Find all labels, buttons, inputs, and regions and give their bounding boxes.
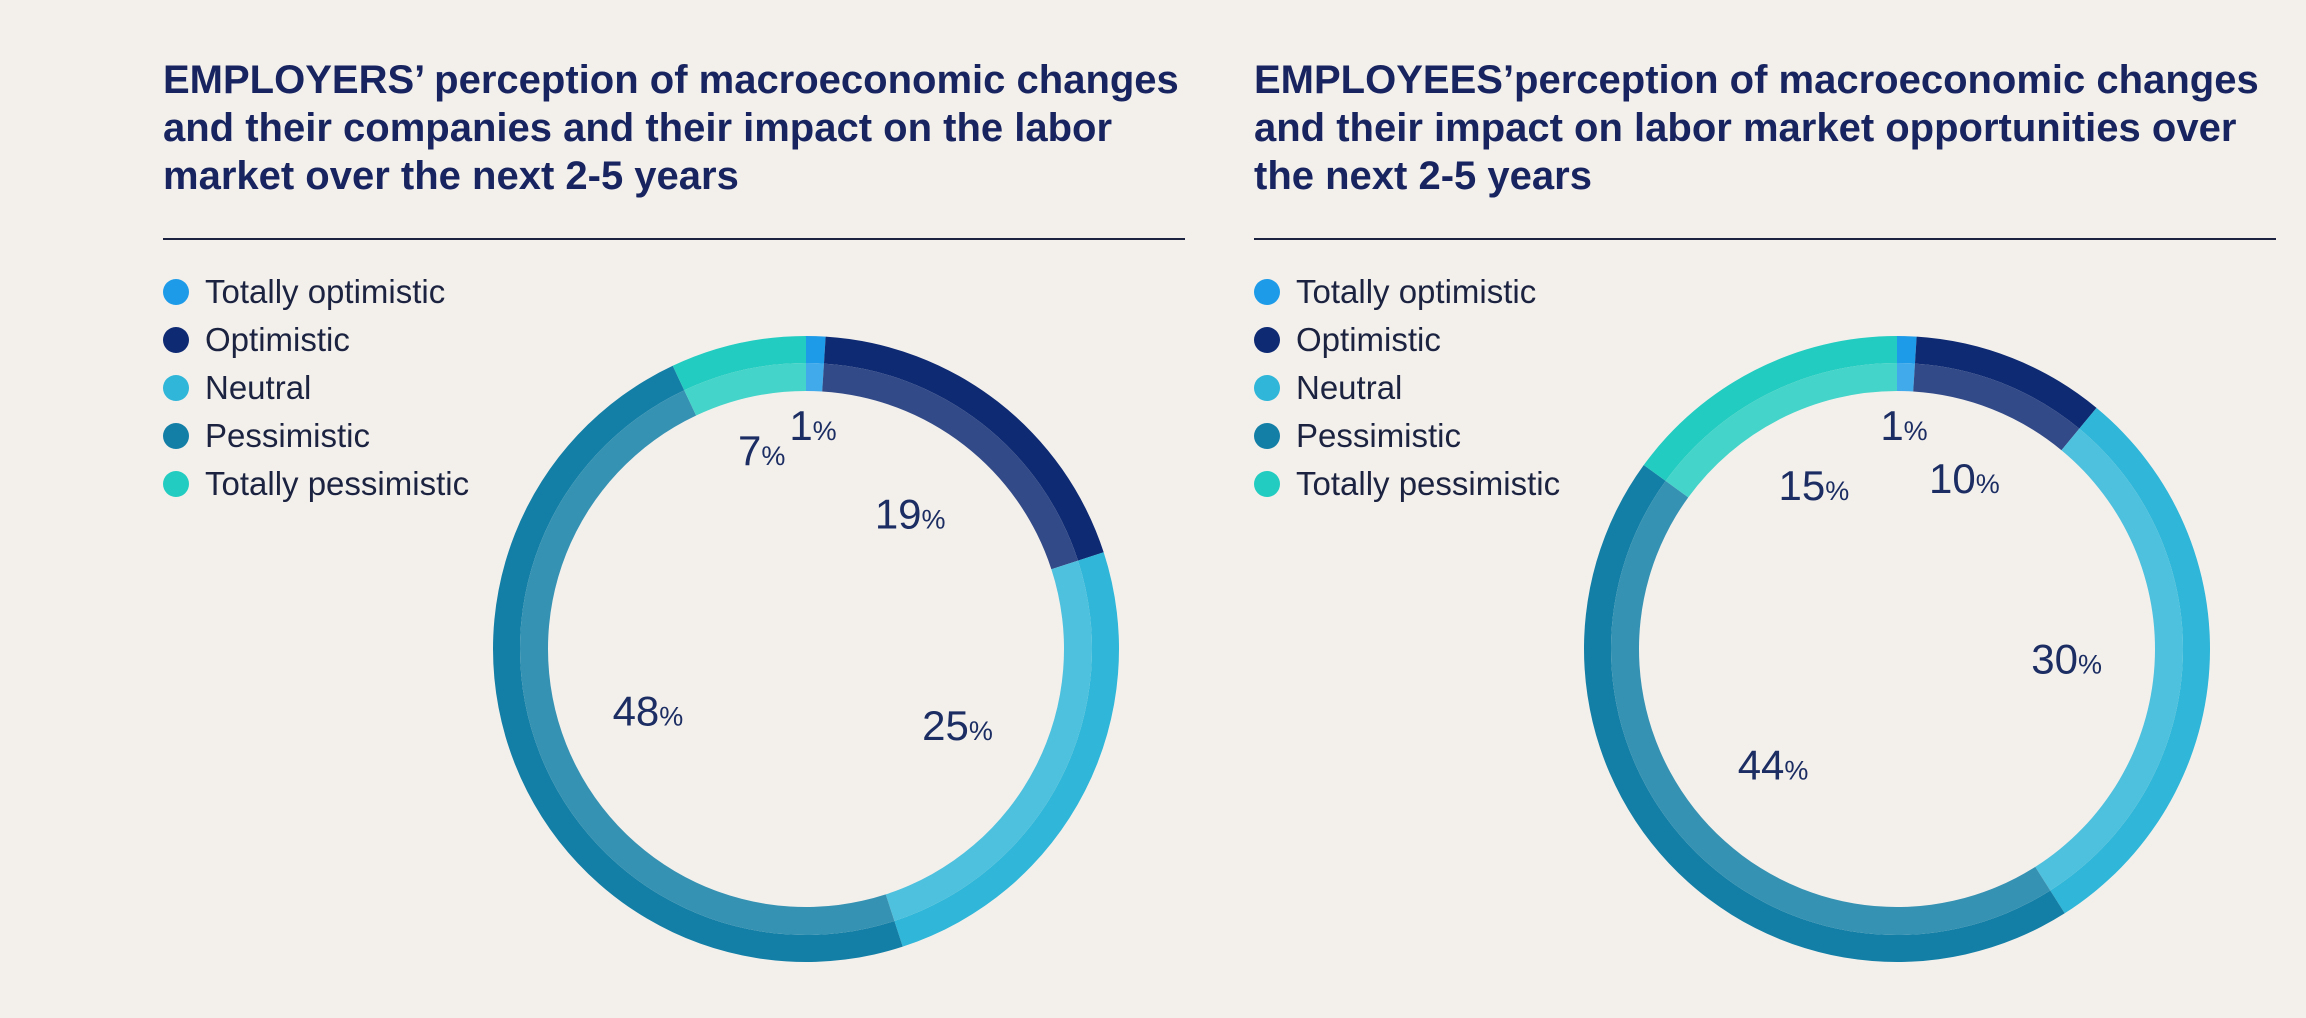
- slice-value-label: 1%: [1880, 402, 1927, 449]
- donut-slice: [1584, 465, 2065, 962]
- chart-legend: Totally optimistic Optimistic Neutral Pessi…: [1254, 268, 1560, 508]
- legend-item: Optimistic: [1254, 316, 1560, 364]
- slice-inner-ring: [822, 363, 1079, 570]
- title-divider: [163, 238, 1185, 240]
- slice-value-label: 25%: [922, 702, 993, 749]
- legend-swatch: [163, 327, 189, 353]
- slice-outer-ring: [2050, 407, 2210, 914]
- slice-value-label: 10%: [1929, 455, 2000, 502]
- employers-chart-panel: EMPLOYERS’ perception of macroeconomic c…: [163, 0, 1213, 1018]
- legend-swatch: [163, 375, 189, 401]
- legend-swatch: [1254, 423, 1280, 449]
- donut-slice: [493, 365, 903, 962]
- donut-slice: [672, 336, 806, 416]
- legend-label: Pessimistic: [205, 417, 371, 454]
- legend-item: Neutral: [163, 364, 469, 412]
- donut-slice: [822, 336, 1104, 570]
- donut-chart: 1%10% 30% 44% 15%: [1584, 336, 2210, 962]
- employees-chart-panel: EMPLOYEES’perception of macroeconomic ch…: [1254, 0, 2304, 1018]
- slice-value-label: 30%: [2031, 636, 2102, 683]
- legend-swatch: [1254, 327, 1280, 353]
- slice-inner-ring: [1897, 363, 1915, 392]
- slice-inner-ring: [2035, 428, 2183, 891]
- legend-label: Optimistic: [1296, 321, 1441, 358]
- legend-label: Neutral: [205, 369, 312, 406]
- legend-item: Optimistic: [163, 316, 469, 364]
- slice-inner-ring: [1913, 363, 2080, 451]
- slice-outer-ring: [1584, 465, 2065, 962]
- legend-swatch: [163, 471, 189, 497]
- slice-inner-ring: [1611, 480, 2051, 935]
- legend-item: Totally pessimistic: [1254, 460, 1560, 508]
- legend-label: Neutral: [1296, 369, 1403, 406]
- slice-value-label: 48%: [613, 688, 684, 735]
- donut-slice: [1897, 336, 1917, 392]
- chart-title: EMPLOYERS’ perception of macroeconomic c…: [163, 58, 1179, 198]
- slice-outer-ring: [1643, 336, 1897, 481]
- legend-swatch: [1254, 279, 1280, 305]
- slice-inner-ring: [806, 363, 824, 392]
- legend-swatch: [163, 423, 189, 449]
- legend-label: Totally pessimistic: [1296, 465, 1561, 502]
- slice-value-label: 44%: [1738, 741, 1809, 788]
- chart-legend: Totally optimistic Optimistic Neutral Pessi…: [163, 268, 469, 508]
- slice-inner-ring: [885, 560, 1092, 922]
- slice-outer-ring: [806, 336, 826, 364]
- legend-swatch: [1254, 471, 1280, 497]
- title-divider: [1254, 238, 2276, 240]
- legend-item: Totally optimistic: [1254, 268, 1560, 316]
- donut-slice: [1913, 336, 2097, 451]
- donut-slice: [1643, 336, 1897, 498]
- legend-label: Optimistic: [205, 321, 350, 358]
- slice-outer-ring: [823, 336, 1104, 561]
- slice-value-label: 1%: [789, 402, 836, 449]
- slice-outer-ring: [672, 336, 806, 391]
- legend-item: Totally optimistic: [163, 268, 469, 316]
- slice-value-label: 19%: [875, 491, 946, 538]
- donut-slice: [2035, 407, 2210, 914]
- donut-chart: 1% 19% 25% 48% 7%: [493, 336, 1119, 962]
- legend-item: Neutral: [1254, 364, 1560, 412]
- legend-swatch: [163, 279, 189, 305]
- legend-label: Totally optimistic: [205, 273, 446, 310]
- slice-inner-ring: [1665, 363, 1897, 498]
- slice-outer-ring: [1914, 336, 2097, 429]
- slice-outer-ring: [493, 365, 903, 962]
- slice-value-label: 7%: [738, 427, 785, 474]
- legend-item: Totally pessimistic: [163, 460, 469, 508]
- donut-slice: [806, 336, 826, 392]
- chart-title: EMPLOYEES’perception of macroeconomic ch…: [1254, 58, 2259, 198]
- legend-swatch: [1254, 375, 1280, 401]
- legend-label: Pessimistic: [1296, 417, 1462, 454]
- slice-inner-ring: [684, 363, 806, 416]
- slice-outer-ring: [1897, 336, 1917, 364]
- legend-label: Totally optimistic: [1296, 273, 1537, 310]
- legend-item: Pessimistic: [163, 412, 469, 460]
- slice-outer-ring: [894, 552, 1119, 947]
- legend-item: Pessimistic: [1254, 412, 1560, 460]
- legend-label: Totally pessimistic: [205, 465, 470, 502]
- slice-value-label: 15%: [1779, 462, 1850, 509]
- donut-slice: [885, 552, 1119, 947]
